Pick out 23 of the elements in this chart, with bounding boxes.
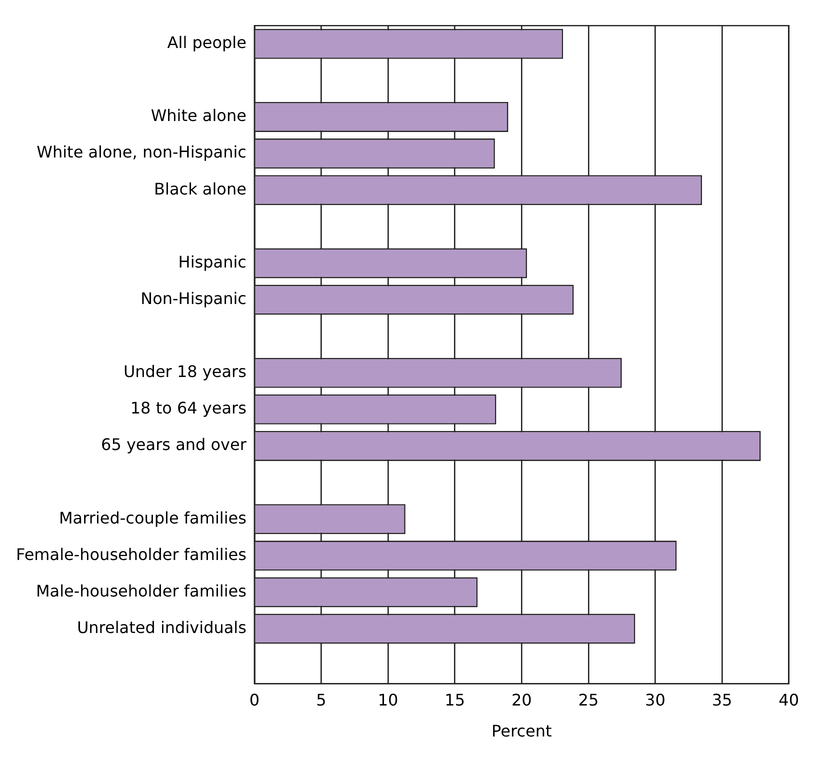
- y-tick-label: 65 years and over: [101, 435, 247, 454]
- y-tick-label: 18 to 64 years: [130, 398, 246, 418]
- y-tick-label: White alone, non-Hispanic: [36, 142, 246, 162]
- x-tick-label: 40: [778, 690, 799, 710]
- y-tick-label: Unrelated individuals: [76, 618, 246, 637]
- x-tick-label: 15: [444, 690, 466, 710]
- y-tick-label: Male-householder families: [36, 581, 246, 600]
- x-tick-label: 25: [578, 690, 599, 710]
- y-tick-label: All people: [167, 33, 246, 52]
- y-tick-label: Married-couple families: [58, 508, 246, 528]
- x-tick-label: 20: [511, 690, 532, 710]
- x-tick-label: 5: [316, 690, 326, 710]
- y-tick-label: Non-Hispanic: [140, 288, 246, 308]
- y-tick-label: Black alone: [154, 179, 246, 198]
- x-tick-label: 0: [249, 690, 260, 710]
- y-tick-label: Under 18 years: [123, 362, 246, 382]
- x-tick-label: 10: [378, 690, 398, 710]
- x-axis-title: Percent: [492, 722, 552, 741]
- y-tick-label: Hispanic: [178, 252, 246, 272]
- x-tick-label: 30: [645, 690, 666, 710]
- y-tick-label: Female-householder families: [16, 544, 246, 564]
- y-tick-label: White alone: [150, 106, 246, 126]
- x-tick-label: 35: [712, 690, 732, 710]
